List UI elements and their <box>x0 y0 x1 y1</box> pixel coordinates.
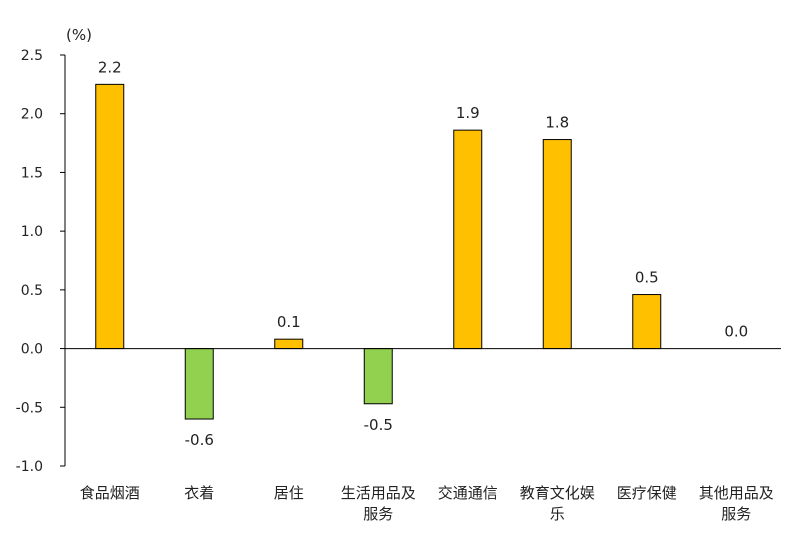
y-tick-label: 1.5 <box>21 165 43 181</box>
bar <box>632 294 662 350</box>
x-category-label: 服务 <box>363 505 393 523</box>
data-label: 0.5 <box>635 269 659 287</box>
x-category-label: 教育文化娱 <box>520 484 595 502</box>
y-tick-label: 1.0 <box>21 224 43 240</box>
data-label: 0.1 <box>277 313 301 331</box>
x-category-label: 生活用品及 <box>341 484 416 502</box>
bar <box>542 139 572 350</box>
y-axis: 2.5 2.0 1.5 1.0 0.5 0.0 -0.5 -1.0 <box>16 48 66 475</box>
y-tick-label: 2.5 <box>21 48 43 64</box>
x-category-label: 乐 <box>550 505 565 523</box>
data-label: 0.0 <box>724 323 748 341</box>
x-category-label: 居住 <box>274 484 304 502</box>
x-category-label: 交通通信 <box>438 484 498 502</box>
y-tick-label: -1.0 <box>16 459 43 475</box>
y-tick-label: 2.0 <box>21 107 43 123</box>
x-category-label: 服务 <box>721 505 751 523</box>
x-category-label: 其他用品及 <box>699 484 774 502</box>
bar <box>184 348 214 420</box>
x-category-label: 食品烟酒 <box>80 484 140 502</box>
data-label: 2.2 <box>98 58 122 76</box>
bar <box>453 129 483 350</box>
y-tick-label: 0.5 <box>21 283 43 299</box>
y-tick-label: 0.0 <box>21 342 43 358</box>
bars: 2.2 -0.6 0.1 -0.5 1.9 1.8 0.5 0.0 <box>95 58 748 449</box>
data-label: 1.9 <box>456 104 480 122</box>
data-label: 1.8 <box>545 114 569 132</box>
y-axis-unit-label: (%) <box>66 26 92 44</box>
x-category-label: 医疗保健 <box>617 484 677 502</box>
x-category-label: 衣着 <box>184 484 214 502</box>
data-label: -0.6 <box>185 431 214 449</box>
bar <box>363 348 393 405</box>
y-tick-label: -0.5 <box>16 400 43 416</box>
bar <box>95 83 125 350</box>
bar <box>274 338 304 350</box>
data-label: -0.5 <box>364 416 393 434</box>
